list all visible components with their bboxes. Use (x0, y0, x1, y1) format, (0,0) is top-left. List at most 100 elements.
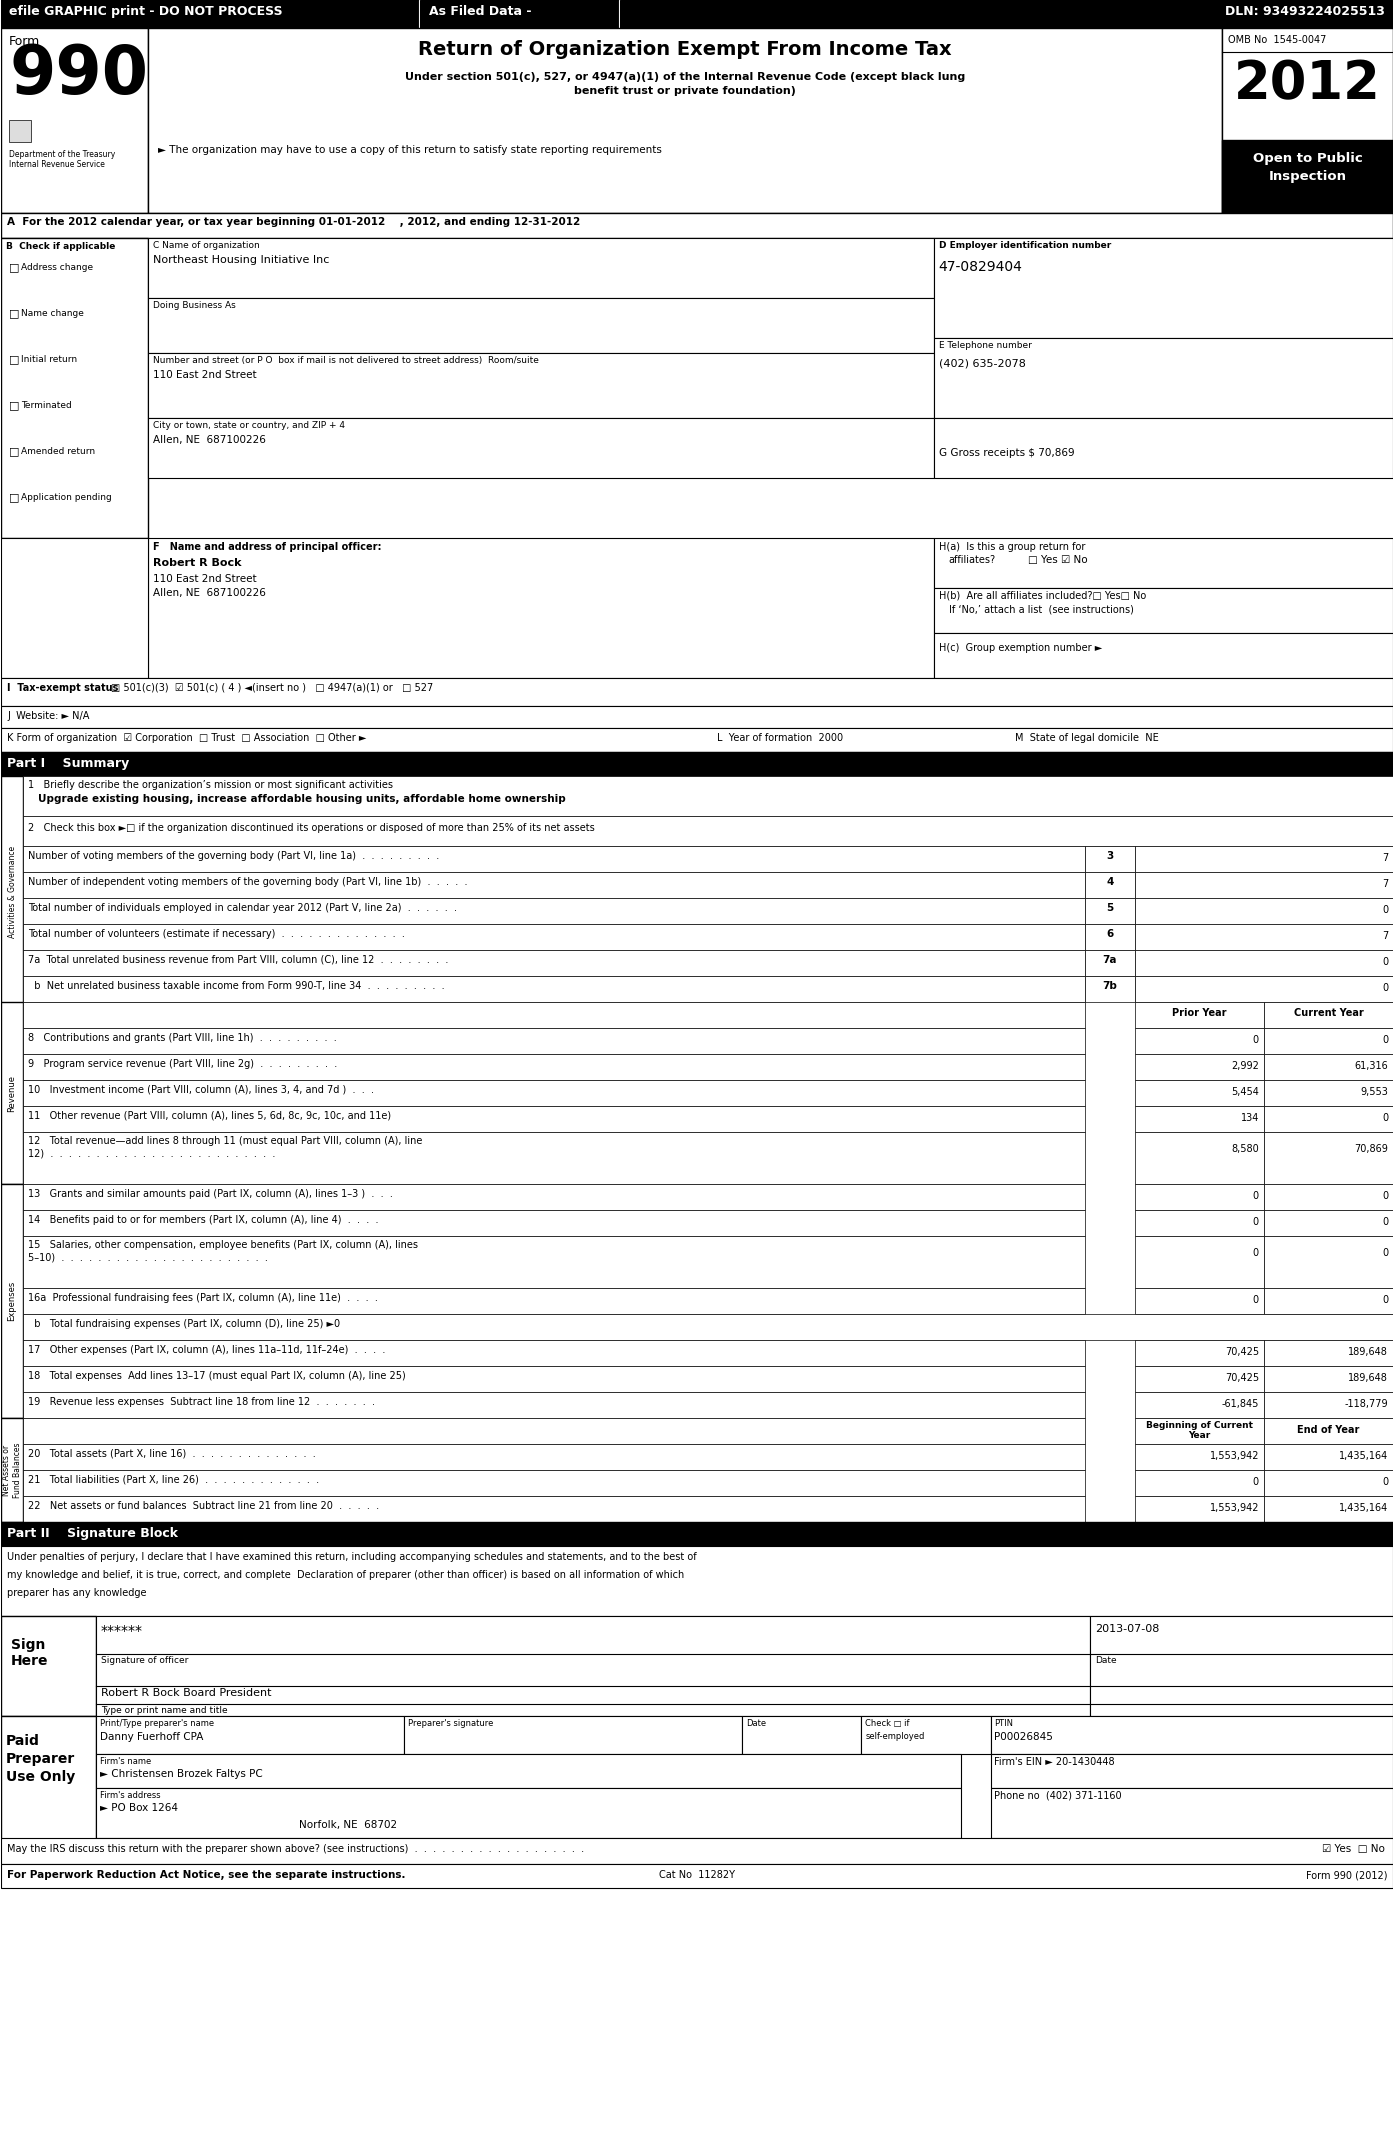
Text: 0: 0 (1382, 1190, 1389, 1201)
Text: □ Yes ☑ No: □ Yes ☑ No (1028, 556, 1088, 564)
Text: 19   Revenue less expenses  Subtract line 18 from line 12  .  .  .  .  .  .  .: 19 Revenue less expenses Subtract line 1… (28, 1397, 375, 1407)
Bar (1, 752, 1393, 775)
Text: Open to Public: Open to Public (1253, 151, 1362, 166)
Bar (148, 298, 934, 353)
Text: Number of independent voting members of the governing body (Part VI, line 1b)  .: Number of independent voting members of … (28, 877, 468, 888)
Bar (1, 1616, 95, 1716)
Text: efile GRAPHIC print - DO NOT PROCESS: efile GRAPHIC print - DO NOT PROCESS (10, 4, 283, 17)
Bar (148, 238, 934, 298)
Text: Application pending: Application pending (21, 494, 112, 502)
Text: 7: 7 (1382, 854, 1389, 862)
Bar (1222, 28, 1393, 213)
Text: Robert R Bock: Robert R Bock (154, 558, 242, 568)
Bar (1134, 1079, 1264, 1105)
Bar (22, 845, 1085, 873)
Bar (22, 1367, 1085, 1392)
Text: Number and street (or P O  box if mail is not delivered to street address)  Room: Number and street (or P O box if mail is… (154, 356, 539, 364)
Bar (1134, 873, 1393, 898)
Text: 1   Briefly describe the organization’s mission or most significant activities: 1 Briefly describe the organization’s mi… (28, 779, 393, 790)
Bar (1, 677, 1393, 707)
Text: benefit trust or private foundation): benefit trust or private foundation) (574, 85, 797, 96)
Text: 10   Investment income (Part VIII, column (A), lines 3, 4, and 7d )  .  .  .: 10 Investment income (Part VIII, column … (28, 1086, 374, 1094)
Bar (1, 1546, 1393, 1616)
Text: Name change: Name change (21, 309, 84, 317)
Text: □ 501(c)(3)  ☑ 501(c) ( 4 ) ◄(insert no )   □ 4947(a)(1) or   □ 527: □ 501(c)(3) ☑ 501(c) ( 4 ) ◄(insert no )… (111, 683, 433, 694)
Bar (22, 1339, 1085, 1367)
Bar (1264, 1237, 1393, 1288)
Bar (1134, 1469, 1264, 1497)
Bar (1134, 975, 1393, 1003)
Bar (22, 1237, 1085, 1288)
Text: 6: 6 (1106, 928, 1113, 939)
Text: 0: 0 (1382, 1248, 1389, 1258)
Text: Print/Type preparer's name: Print/Type preparer's name (99, 1718, 214, 1729)
Text: L  Year of formation  2000: L Year of formation 2000 (717, 732, 843, 743)
Bar (1134, 898, 1393, 924)
Text: 110 East 2nd Street: 110 East 2nd Street (154, 575, 258, 583)
Text: 0: 0 (1253, 1294, 1259, 1305)
Text: Danny Fuerhoff CPA: Danny Fuerhoff CPA (99, 1733, 203, 1742)
Text: B  Check if applicable: B Check if applicable (6, 243, 116, 251)
Bar (1134, 1209, 1264, 1237)
Bar (1, 539, 148, 677)
Text: 22   Net assets or fund balances  Subtract line 21 from line 20  .  .  .  .  .: 22 Net assets or fund balances Subtract … (28, 1501, 379, 1512)
Bar (22, 1028, 1085, 1054)
Text: Terminated: Terminated (21, 400, 71, 411)
Bar (1264, 1184, 1393, 1209)
Text: Date: Date (1095, 1656, 1117, 1665)
Text: Total number of volunteers (estimate if necessary)  .  .  .  .  .  .  .  .  .  .: Total number of volunteers (estimate if … (28, 928, 405, 939)
Bar (22, 1392, 1085, 1418)
Bar (1, 1003, 22, 1184)
Bar (22, 1079, 1085, 1105)
Text: Current Year: Current Year (1294, 1007, 1364, 1018)
Text: 0: 0 (1382, 1478, 1389, 1486)
Text: 1,435,164: 1,435,164 (1338, 1503, 1389, 1514)
Text: 0: 0 (1382, 984, 1389, 992)
Text: 110 East 2nd Street: 110 East 2nd Street (154, 370, 258, 379)
Text: If ‘No,’ attach a list  (see instructions): If ‘No,’ attach a list (see instructions… (949, 605, 1134, 613)
Text: Form 990 (2012): Form 990 (2012) (1306, 1869, 1387, 1880)
Text: H(b)  Are all affiliates included?□ Yes□ No: H(b) Are all affiliates included?□ Yes□ … (939, 592, 1147, 600)
Text: K Form of organization  ☑ Corporation  □ Trust  □ Association  □ Other ►: K Form of organization ☑ Corporation □ T… (7, 732, 367, 743)
Text: Norfolk, NE  68702: Norfolk, NE 68702 (300, 1820, 398, 1831)
Bar (1085, 873, 1134, 898)
Bar (934, 539, 1393, 588)
Bar (1134, 1443, 1264, 1469)
Text: 1,435,164: 1,435,164 (1338, 1452, 1389, 1460)
Bar (22, 815, 1393, 845)
Text: 61,316: 61,316 (1354, 1060, 1389, 1071)
Text: 2,992: 2,992 (1231, 1060, 1259, 1071)
Bar (1264, 1469, 1393, 1497)
Text: 7a  Total unrelated business revenue from Part VIII, column (C), line 12  .  .  : 7a Total unrelated business revenue from… (28, 956, 448, 964)
Bar (1264, 1054, 1393, 1079)
Text: 70,425: 70,425 (1225, 1348, 1259, 1356)
Bar (95, 1788, 960, 1837)
Text: Type or print name and title: Type or print name and title (101, 1705, 227, 1716)
Bar (1085, 950, 1134, 975)
Bar (22, 1184, 1085, 1209)
Text: Return of Organization Exempt From Income Tax: Return of Organization Exempt From Incom… (419, 40, 952, 60)
Text: 0: 0 (1253, 1190, 1259, 1201)
Bar (1085, 898, 1134, 924)
Bar (403, 1716, 742, 1754)
Text: Preparer: Preparer (6, 1752, 76, 1765)
Text: 0: 0 (1253, 1478, 1259, 1486)
Text: DLN: 93493224025513: DLN: 93493224025513 (1225, 4, 1385, 17)
Text: Paid: Paid (6, 1733, 41, 1748)
Text: 14   Benefits paid to or for members (Part IX, column (A), line 4)  .  .  .  .: 14 Benefits paid to or for members (Part… (28, 1216, 378, 1224)
Bar (1264, 1105, 1393, 1133)
Text: Cat No  11282Y: Cat No 11282Y (659, 1869, 735, 1880)
Text: Initial return: Initial return (21, 356, 77, 364)
Bar (742, 1716, 861, 1754)
Bar (991, 1788, 1393, 1837)
Bar (1, 0, 1393, 28)
Text: As Filed Data -: As Filed Data - (428, 4, 531, 17)
Bar (148, 353, 934, 417)
Text: 0: 0 (1253, 1218, 1259, 1226)
Text: 2013-07-08: 2013-07-08 (1095, 1624, 1159, 1633)
Text: preparer has any knowledge: preparer has any knowledge (7, 1588, 147, 1599)
Bar (620, 0, 1393, 28)
Text: Here: Here (11, 1654, 49, 1667)
Text: □: □ (10, 262, 20, 273)
Bar (934, 417, 1393, 479)
